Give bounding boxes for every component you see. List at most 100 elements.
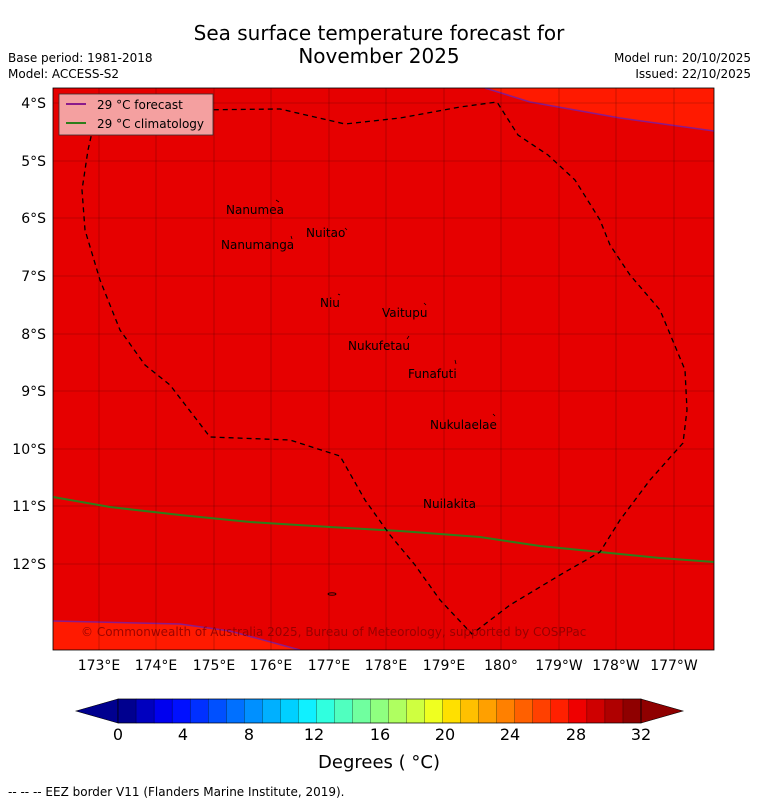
label-nukufetau: Nukufetau xyxy=(348,339,410,353)
island-mark-vaitupu xyxy=(423,302,427,306)
colorbar-cell xyxy=(442,698,462,724)
colorbar-cell xyxy=(424,698,444,724)
lon-label: 179°E xyxy=(423,658,466,674)
island-labels: Nanumea Nuitao Nanumanga Niu Vaitupu Nuk… xyxy=(221,203,497,511)
lon-label: 177°W xyxy=(650,658,698,674)
colorbar-cell xyxy=(604,698,624,724)
colorbar-cell xyxy=(622,698,642,724)
colorbar-cell xyxy=(478,698,498,724)
lat-label: 4°S xyxy=(21,96,46,112)
colorbar-cell xyxy=(280,698,299,724)
map-area: Nanumea Nuitao Nanumanga Niu Vaitupu Nuk… xyxy=(53,88,714,650)
colorbar-tick: 12 xyxy=(304,725,324,744)
colorbar-cell xyxy=(244,698,263,724)
colorbar xyxy=(74,698,685,724)
island-marks xyxy=(275,199,496,596)
label-nanumea: Nanumea xyxy=(226,203,284,217)
title-line-2: November 2025 xyxy=(298,44,460,68)
forecast-contour-ne xyxy=(484,88,714,132)
colorbar-cell xyxy=(226,698,245,724)
model-name: Model: ACCESS-S2 xyxy=(8,67,120,81)
copyright-notice: © Commonwealth of Australia 2025, Bureau… xyxy=(81,625,586,639)
lon-label: 180° xyxy=(484,658,518,674)
model-run: Model run: 20/10/2025 xyxy=(613,51,751,65)
colorbar-cell xyxy=(550,698,570,724)
colorbar-tick: 32 xyxy=(631,725,651,744)
colorbar-tick: 20 xyxy=(435,725,455,744)
label-niu: Niu xyxy=(320,296,340,310)
island-mark-nanumea xyxy=(275,199,280,203)
longitude-axis: 173°E 174°E 175°E 176°E 177°E 178°E 179°… xyxy=(78,658,698,674)
lat-label: 9°S xyxy=(21,384,46,400)
map-legend: 29 °C forecast 29 °C climatology xyxy=(58,93,214,136)
lon-label: 178°E xyxy=(365,658,408,674)
eez-border xyxy=(81,101,688,635)
lon-label: 176°E xyxy=(250,658,293,674)
colorbar-cell xyxy=(568,698,588,724)
colorbar-cell xyxy=(189,698,209,724)
colorbar-cell xyxy=(117,698,137,724)
colorbar-label: Degrees ( °C) xyxy=(318,752,440,773)
colorbar-frame xyxy=(117,698,642,724)
lon-label: 175°E xyxy=(193,658,236,674)
colorbar-tick: 4 xyxy=(178,725,188,744)
sst-field xyxy=(53,88,714,650)
colorbar-cell xyxy=(514,698,534,724)
lat-label: 7°S xyxy=(21,269,46,285)
lat-label: 10°S xyxy=(12,442,46,458)
colorbar-tick: 8 xyxy=(244,725,254,744)
colorbar-cell xyxy=(406,698,426,724)
colorbar-cell xyxy=(334,698,353,724)
legend-box xyxy=(58,93,214,136)
forecast-contour-sw xyxy=(53,620,301,650)
colorbar-cell xyxy=(208,698,227,724)
lon-label: 173°E xyxy=(78,658,121,674)
island-mark-niu xyxy=(337,293,341,296)
colorbar-cell xyxy=(496,698,516,724)
colorbar-cells xyxy=(117,698,642,724)
eez-source-note: -- -- -- EEZ border V11 (Flanders Marine… xyxy=(8,785,345,799)
colorbar-cell xyxy=(316,698,335,724)
colorbar-low-extension xyxy=(74,698,119,724)
colorbar-cell xyxy=(352,698,372,724)
colorbar-cell xyxy=(262,698,281,724)
colorbar-cell xyxy=(135,698,155,724)
climatology-contour xyxy=(53,496,714,563)
map-title: Sea surface temperature forecast for Nov… xyxy=(0,22,758,68)
lat-label: 12°S xyxy=(12,557,46,573)
colorbar-cell xyxy=(460,698,480,724)
warm-patch-sw xyxy=(53,621,300,650)
lon-label: 179°W xyxy=(535,658,583,674)
label-nuitao: Nuitao xyxy=(306,226,345,240)
island-mark-south xyxy=(327,592,337,596)
colorbar-ticks: 0 4 8 12 16 20 24 28 32 xyxy=(113,725,651,744)
colorbar-cell xyxy=(171,698,191,724)
lat-label: 5°S xyxy=(21,154,46,170)
colorbar-cell xyxy=(586,698,606,724)
label-nanumanga: Nanumanga xyxy=(221,238,294,252)
island-mark-nukufetau xyxy=(406,335,410,340)
lat-label: 8°S xyxy=(21,327,46,343)
colorbar-cell xyxy=(532,698,552,724)
colorbar-high-extension xyxy=(640,698,685,724)
warm-patch-ne xyxy=(485,88,714,131)
colorbar-cell xyxy=(388,698,408,724)
label-nukulaelae: Nukulaelae xyxy=(430,418,497,432)
title-line-1: Sea surface temperature forecast for xyxy=(193,21,565,45)
lat-label: 6°S xyxy=(21,211,46,227)
lat-label: 11°S xyxy=(12,499,46,515)
label-funafuti: Funafuti xyxy=(408,367,457,381)
island-mark-nuitao xyxy=(344,227,348,231)
legend-forecast-label: 29 °C forecast xyxy=(97,98,183,112)
base-period: Base period: 1981-2018 xyxy=(8,51,153,65)
lon-label: 178°W xyxy=(592,658,640,674)
graticule xyxy=(53,88,714,650)
colorbar-cell xyxy=(370,698,390,724)
latitude-axis: 4°S 5°S 6°S 7°S 8°S 9°S 10°S 11°S 12°S xyxy=(12,96,46,573)
colorbar-tick: 16 xyxy=(370,725,390,744)
lon-label: 177°E xyxy=(308,658,351,674)
island-mark-nukulaelae xyxy=(492,413,496,417)
island-mark-nanumanga xyxy=(290,235,293,240)
colorbar-tick: 0 xyxy=(113,725,123,744)
